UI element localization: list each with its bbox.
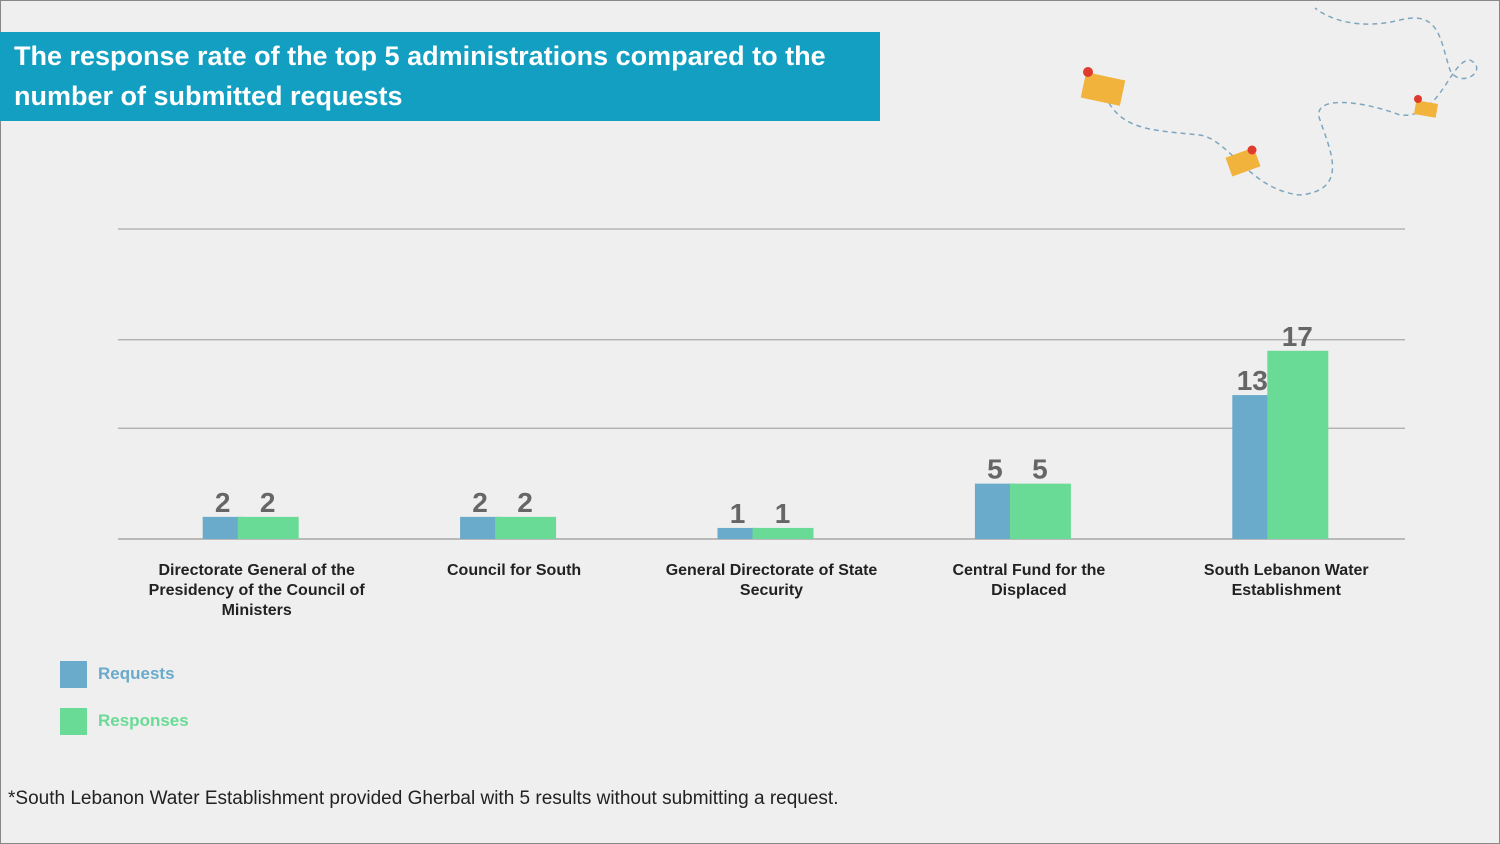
bar [1267,350,1329,539]
bar [202,516,243,539]
value-label: 1 [775,498,791,529]
x-tick-label: Directorate General of the Presidency of… [148,562,365,619]
value-label: 2 [260,487,276,518]
bar [237,516,299,539]
legend-label: Responses [98,711,189,730]
x-tick-label: Central Fund for the Displaced [952,562,1106,599]
chart-title: The response rate of the top 5 administr… [0,32,880,121]
bar [1232,395,1273,539]
envelopes [1080,67,1439,177]
value-label: 2 [215,487,231,518]
value-label: 17 [1282,321,1313,352]
value-label: 13 [1237,365,1268,396]
decoration [1104,7,1478,196]
x-tick-label: South Lebanon Water Establishment [1203,562,1369,599]
value-label: 1 [730,498,746,529]
value-label: 2 [517,487,533,518]
x-tick-label: Council for South [446,562,582,579]
bar [1009,483,1071,539]
bar [717,527,758,539]
footnote: *South Lebanon Water Establishment provi… [8,788,839,809]
bar [460,516,501,539]
bar [495,516,557,539]
bar [974,483,1015,539]
value-label: 2 [472,487,488,518]
x-tick-label: General Directorate of State Security [665,562,878,599]
legend-label: Requests [98,664,175,683]
legend-swatch [60,661,87,688]
bar [752,527,814,539]
legend-swatch [60,708,87,735]
value-label: 5 [1032,454,1048,485]
value-label: 5 [987,454,1003,485]
